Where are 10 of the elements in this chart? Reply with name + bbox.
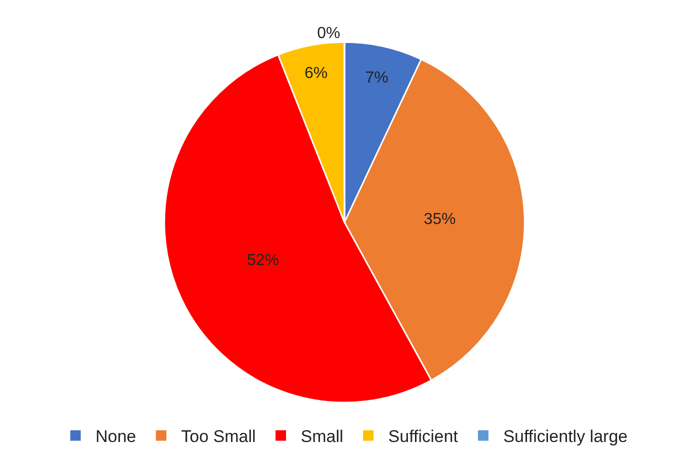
data-label: 35% bbox=[424, 210, 456, 228]
text: 0% bbox=[317, 25, 340, 42]
legend-label: Small bbox=[300, 427, 344, 446]
data-label: 52% bbox=[246, 252, 279, 270]
legend-label: Sufficiently large bbox=[503, 427, 628, 446]
legend-label: Sufficient bbox=[388, 427, 458, 446]
legend-label: None bbox=[96, 427, 136, 446]
data-label: 6% bbox=[304, 64, 328, 82]
legend-label: Too Small bbox=[181, 427, 256, 446]
data-label: 7% bbox=[365, 69, 388, 86]
